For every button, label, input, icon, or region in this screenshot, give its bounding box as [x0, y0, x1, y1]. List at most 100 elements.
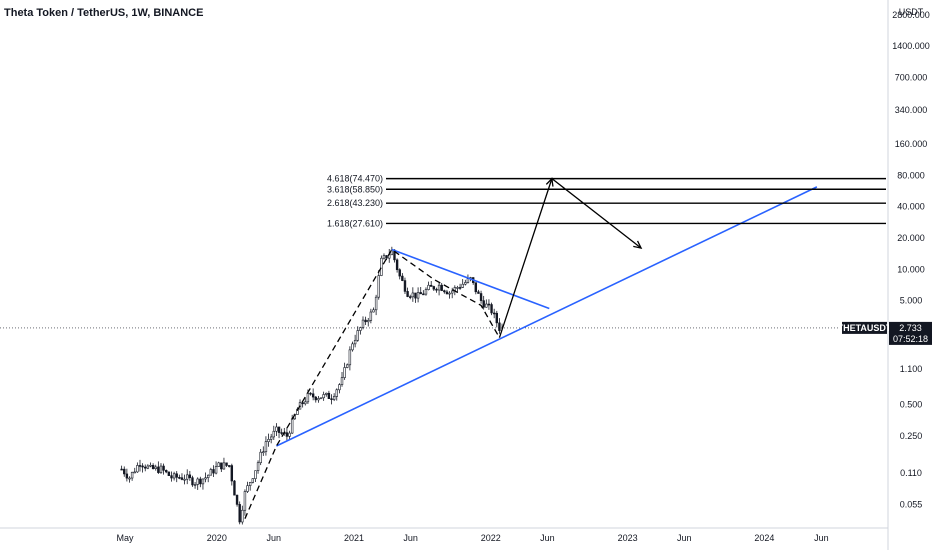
candle-body — [367, 320, 370, 323]
candle-body — [165, 470, 168, 473]
candle-body — [243, 491, 247, 511]
candle-body — [146, 465, 150, 469]
time-tick-label: May — [116, 533, 134, 543]
price-tick-label: 2800.000 — [892, 10, 930, 20]
candle-body — [466, 278, 470, 283]
projection-path — [498, 177, 642, 338]
candle-body — [427, 284, 430, 290]
candle-body — [220, 462, 223, 470]
candle-body — [451, 290, 454, 294]
candle-body — [209, 469, 213, 476]
candle-body — [277, 426, 281, 433]
symbol-title: Theta Token / TetherUS, 1W, BINANCE — [4, 7, 204, 19]
candle-body — [419, 292, 422, 295]
candle-body — [440, 284, 443, 291]
candle-body — [482, 300, 485, 308]
time-tick-label: 2021 — [344, 533, 364, 543]
time-tick-label: Jun — [267, 533, 282, 543]
candle-body — [159, 465, 163, 473]
time-tick-label: 2020 — [207, 533, 227, 543]
candle-body — [414, 292, 417, 299]
candle-body — [157, 466, 160, 473]
candle-body — [353, 339, 357, 345]
candle-body — [377, 275, 380, 298]
current-price-value: 2.733 — [899, 323, 922, 333]
candle-body — [304, 401, 307, 405]
candle-body — [409, 296, 412, 298]
countdown-timer: 07:52:18 — [893, 334, 928, 344]
fibonacci-extension: 4.618(74.470)3.618(58.850) 2.618(43.230) 1… — [327, 174, 886, 228]
candle-body — [138, 465, 142, 467]
candle-body — [120, 468, 123, 471]
candle-body — [183, 478, 186, 481]
price-tick-label: 1400.000 — [892, 41, 930, 51]
candle-body — [285, 432, 289, 437]
fib-level-label: 2.618(43.230) — [327, 198, 383, 208]
candle-body — [311, 393, 315, 398]
candle-body — [238, 504, 241, 523]
candle-body — [443, 290, 446, 293]
candle-body — [241, 509, 244, 523]
candle-body — [149, 464, 152, 467]
candle-body — [141, 465, 144, 468]
candle-body — [136, 465, 139, 473]
candle-body — [167, 471, 171, 476]
candle-body — [430, 284, 433, 287]
candle-body — [154, 466, 157, 469]
candle-body — [201, 478, 205, 485]
candle-body — [479, 293, 483, 301]
candle-body — [280, 432, 283, 434]
candle-body — [233, 480, 236, 496]
candle-body — [340, 377, 344, 385]
candle-body — [325, 392, 328, 395]
candle-body — [401, 275, 404, 281]
candle-body — [461, 283, 464, 288]
time-tick-label: Jun — [677, 533, 692, 543]
candle-body — [309, 392, 312, 395]
price-tick-label: 20.000 — [897, 233, 925, 243]
price-tick-label: 700.000 — [895, 72, 928, 82]
fib-level-label: 4.618(74.470) — [327, 174, 383, 184]
projection-arrowhead-down — [633, 240, 643, 249]
candle-body — [411, 292, 415, 298]
candle-body — [267, 439, 270, 443]
candle-body — [464, 282, 467, 285]
candle-body — [319, 397, 323, 400]
price-tick-label: 0.055 — [900, 499, 923, 509]
trendline — [391, 248, 550, 310]
candle-body — [335, 389, 338, 397]
candle-body — [385, 255, 388, 259]
candle-body — [382, 255, 386, 259]
candle-body — [246, 485, 249, 492]
candle-body — [275, 426, 278, 432]
price-tick-label: 80.000 — [897, 170, 925, 180]
price-tick-label: 0.250 — [900, 431, 923, 441]
candle-body — [356, 330, 359, 341]
candle-body — [180, 477, 184, 480]
price-tick-label: 5.000 — [900, 296, 923, 306]
candle-body — [374, 296, 378, 311]
trendline — [276, 186, 818, 447]
candle-body — [398, 269, 401, 277]
candle-body — [437, 284, 441, 291]
candle-body — [351, 343, 354, 351]
time-axis-labels: May 2020 Jun 2021 Jun 2022 Jun 2023 Jun 2024 Jun — [116, 533, 828, 543]
candle-body — [317, 398, 320, 401]
time-tick-label: 2023 — [618, 533, 638, 543]
candle-body — [498, 322, 501, 331]
candle-body — [290, 418, 294, 434]
time-tick-label: Jun — [814, 533, 829, 543]
candle-body — [235, 494, 239, 505]
candle-body — [133, 471, 136, 474]
candle-body — [254, 470, 257, 479]
candle-body — [204, 477, 207, 480]
candle-body — [361, 319, 365, 328]
candle-body — [170, 475, 173, 479]
candle-body — [193, 484, 197, 486]
candle-body — [225, 462, 228, 466]
candle-body — [196, 478, 199, 485]
candle-body — [178, 477, 181, 479]
